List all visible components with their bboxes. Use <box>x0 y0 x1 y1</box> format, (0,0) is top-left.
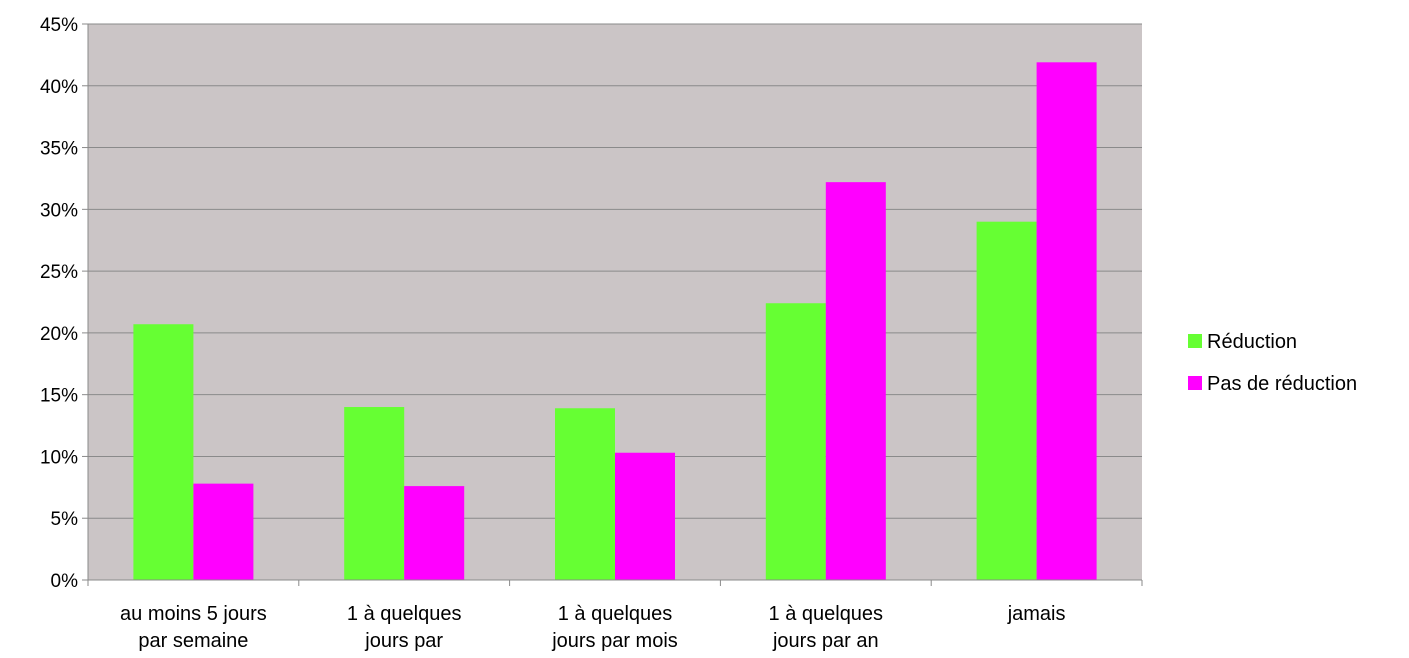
bar-pas-de-reduction <box>193 483 254 580</box>
legend-label: Pas de réduction <box>1207 373 1357 395</box>
legend-swatch <box>1188 334 1202 348</box>
y-tick-labels: 0% 5% 10% 15% 20% 25% 30% 35% 40% 45% <box>40 15 78 592</box>
y-tick-label: 40% <box>40 77 78 98</box>
x-tick-label: 1 à quelques jours par <box>347 603 462 652</box>
y-tick-label: 0% <box>51 571 79 592</box>
gridlines <box>88 23 1142 519</box>
y-tick-label: 25% <box>40 262 78 283</box>
legend-swatch <box>1188 376 1202 390</box>
bar-pas-de-reduction <box>615 452 675 580</box>
y-tick-label: 15% <box>40 386 78 407</box>
bar-pas-de-reduction <box>404 486 465 580</box>
bar-reduction <box>976 221 1037 580</box>
bar-reduction <box>555 408 615 580</box>
bar-pas-de-reduction <box>1036 62 1097 580</box>
axes <box>82 23 1143 586</box>
bar-reduction <box>765 303 826 580</box>
x-tick-labels: au moins 5 jours par semaine 1 à quelques j… <box>120 603 1065 652</box>
bars <box>133 62 1097 580</box>
bar-reduction <box>344 407 405 580</box>
x-tick-label: 1 à quelques jours par mois <box>551 603 678 652</box>
x-tick-label: au moins 5 jours par semaine <box>120 603 267 652</box>
x-tick-label: jamais <box>1007 603 1066 625</box>
y-tick-label: 30% <box>40 200 78 221</box>
y-tick-label: 45% <box>40 15 78 36</box>
y-tick-label: 35% <box>40 139 78 160</box>
legend-label: Réduction <box>1207 331 1297 353</box>
y-tick-label: 20% <box>40 324 78 345</box>
y-tick-label: 10% <box>40 447 78 468</box>
x-tick-label: 1 à quelques jours par an <box>769 603 884 652</box>
bar-reduction <box>133 324 194 580</box>
legend: Réduction Pas de réduction <box>1188 331 1357 395</box>
bar-pas-de-reduction <box>825 182 886 580</box>
y-tick-label: 5% <box>51 509 79 530</box>
